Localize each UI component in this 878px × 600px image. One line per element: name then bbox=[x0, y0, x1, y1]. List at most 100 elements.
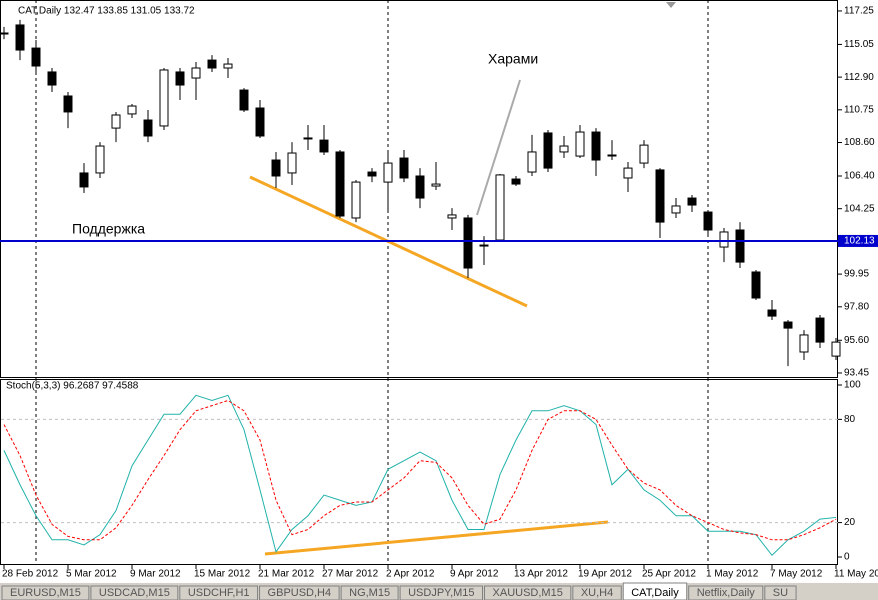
price-panel-frame bbox=[0, 0, 838, 378]
candle-body bbox=[591, 131, 601, 161]
candle-body bbox=[751, 271, 761, 299]
candle-body bbox=[127, 105, 137, 115]
candle-body bbox=[159, 69, 169, 127]
candle-body bbox=[47, 71, 57, 86]
tab-label: XAUUSD,M15 bbox=[493, 587, 563, 599]
tab-background bbox=[259, 585, 340, 600]
candle-body bbox=[543, 132, 553, 169]
candle-body bbox=[271, 159, 281, 177]
shift-marker bbox=[666, 2, 676, 8]
candle-body bbox=[335, 151, 345, 217]
candle-body bbox=[639, 144, 649, 164]
candle-body bbox=[255, 107, 265, 137]
tab-background bbox=[484, 585, 572, 600]
candle-body bbox=[367, 171, 377, 177]
y-tick-label: 117.25 bbox=[844, 6, 874, 17]
candle-body bbox=[767, 309, 777, 317]
candle-body bbox=[495, 174, 505, 241]
candle-body bbox=[207, 59, 217, 69]
candle-body bbox=[351, 181, 361, 219]
x-tick-label: 11 May 2012 bbox=[834, 569, 878, 580]
candle-body bbox=[175, 71, 185, 86]
annotation: Харами bbox=[488, 51, 538, 67]
tab-label: CAT,Daily bbox=[631, 587, 679, 599]
y-tick-label: 112.90 bbox=[844, 72, 874, 83]
x-tick-label: 5 Mar 2012 bbox=[66, 569, 117, 580]
y-tick-label: 20 bbox=[844, 517, 856, 528]
tab-background bbox=[179, 585, 259, 600]
y-tick-label: 115.05 bbox=[844, 39, 874, 50]
tab[interactable]: NG,M15 bbox=[340, 585, 399, 600]
tab[interactable]: EURUSD,M15 bbox=[1, 585, 90, 600]
stoch-panel-frame bbox=[0, 379, 838, 565]
tab-label: EURUSD,M15 bbox=[10, 587, 81, 599]
candle-body bbox=[79, 172, 89, 188]
tab[interactable]: SU bbox=[764, 585, 797, 600]
tab[interactable]: XAUUSD,M15 bbox=[484, 585, 572, 600]
tab-label: USDJPY,M15 bbox=[408, 587, 474, 599]
chart-title: CAT,Daily 132.47 133.85 131.05 133.72 bbox=[18, 6, 195, 17]
candle-body bbox=[783, 321, 793, 329]
tab-background bbox=[90, 585, 179, 600]
y-tick-label: 99.95 bbox=[844, 269, 869, 280]
tab-label: Netflix,Daily bbox=[697, 587, 756, 599]
x-tick-label: 25 Apr 2012 bbox=[642, 569, 696, 580]
y-tick-label: 93.45 bbox=[844, 368, 869, 379]
candle-body bbox=[143, 119, 153, 137]
candle-body bbox=[431, 183, 441, 187]
y-tick-label: 108.60 bbox=[844, 137, 875, 148]
candle-body bbox=[31, 47, 41, 67]
candle-body bbox=[575, 131, 585, 157]
pointer-line bbox=[476, 79, 521, 216]
tab[interactable]: GBPUSD,H4 bbox=[259, 585, 340, 600]
tab[interactable]: USDJPY,M15 bbox=[399, 585, 484, 600]
candle-body bbox=[623, 167, 633, 179]
x-tick-label: 19 Apr 2012 bbox=[578, 569, 632, 580]
candle-body bbox=[719, 231, 729, 248]
x-tick-label: 13 Apr 2012 bbox=[514, 569, 568, 580]
tab[interactable]: CAT,Daily bbox=[622, 582, 688, 600]
candle-body bbox=[559, 145, 569, 153]
candle-body bbox=[687, 197, 697, 206]
y-tick-label: 106.40 bbox=[844, 171, 875, 182]
y-tick-label: 110.75 bbox=[844, 104, 874, 115]
tab-label: SU bbox=[773, 587, 788, 599]
tab[interactable]: USDCAD,M15 bbox=[90, 585, 179, 600]
candle-body bbox=[191, 67, 201, 79]
y-tick-label: 97.80 bbox=[844, 301, 869, 312]
candle-body bbox=[511, 178, 521, 185]
tab-background bbox=[622, 582, 688, 600]
tab[interactable]: Netflix,Daily bbox=[688, 585, 764, 600]
tab[interactable]: USDCHF,H1 bbox=[179, 585, 259, 600]
tab-label: USDCAD,M15 bbox=[99, 587, 170, 599]
candle-body bbox=[319, 139, 329, 153]
x-tick-label: 21 Mar 2012 bbox=[258, 569, 315, 580]
x-tick-label: 9 Apr 2012 bbox=[450, 569, 499, 580]
candle-body bbox=[799, 334, 809, 353]
y-tick-label: 95.60 bbox=[844, 335, 869, 346]
candle-body bbox=[815, 317, 825, 343]
indicator-title: Stoch(5,3,3) 96.2687 97.4588 bbox=[6, 381, 139, 392]
tab-label: NG,M15 bbox=[349, 587, 390, 599]
x-tick-label: 1 May 2012 bbox=[706, 569, 759, 580]
candle-body bbox=[655, 169, 665, 223]
candle-body bbox=[15, 24, 25, 51]
candle-body bbox=[95, 145, 105, 174]
y-tick-label: 100 bbox=[844, 380, 861, 391]
tab[interactable]: XU,H4 bbox=[572, 585, 622, 600]
tab-background bbox=[572, 585, 622, 600]
trend-line bbox=[264, 520, 609, 556]
candle-body bbox=[447, 214, 457, 219]
x-tick-label: 9 Mar 2012 bbox=[130, 569, 181, 580]
y-tick-label: 80 bbox=[844, 414, 856, 425]
tab-label: GBPUSD,H4 bbox=[268, 587, 332, 599]
tab-label: XU,H4 bbox=[581, 587, 613, 599]
tab-background bbox=[340, 585, 399, 600]
candle-body bbox=[399, 157, 409, 179]
price-label: 102.13 bbox=[844, 236, 875, 247]
candle-body bbox=[735, 229, 745, 263]
tab-label: USDCHF,H1 bbox=[188, 587, 250, 599]
candle-body bbox=[527, 151, 537, 173]
